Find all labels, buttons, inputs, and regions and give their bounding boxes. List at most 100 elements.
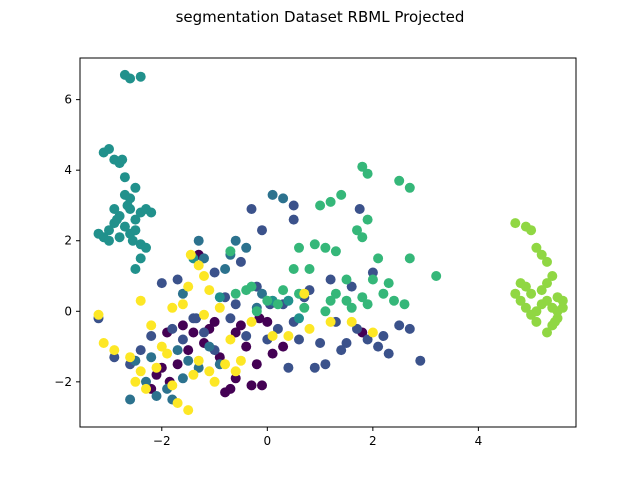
scatter-point xyxy=(156,278,167,289)
scatter-point xyxy=(251,359,262,370)
scatter-point xyxy=(130,225,141,236)
y-tick-label: 2 xyxy=(64,234,72,248)
scatter-point xyxy=(246,316,257,327)
scatter-point xyxy=(389,295,399,306)
scatter-point xyxy=(177,299,188,310)
scatter-point xyxy=(367,327,378,338)
scatter-point xyxy=(404,253,415,264)
scatter-point xyxy=(251,306,262,317)
scatter-point xyxy=(141,242,151,253)
scatter-point xyxy=(130,182,141,193)
scatter-point xyxy=(104,144,114,154)
scatter-point xyxy=(135,366,146,377)
scatter-point xyxy=(357,161,368,172)
scatter-point xyxy=(230,288,241,299)
y-tick-label: 6 xyxy=(64,93,72,107)
scatter-point xyxy=(362,334,373,345)
scatter-point xyxy=(288,214,299,225)
scatter-point xyxy=(191,313,202,324)
scatter-point xyxy=(230,299,241,310)
scatter-point xyxy=(156,341,167,352)
scatter-point xyxy=(225,383,236,394)
y-tick-label: 4 xyxy=(64,163,72,177)
scatter-point xyxy=(122,200,133,211)
scatter-point xyxy=(167,323,178,334)
scatter-point xyxy=(510,218,521,229)
scatter-point xyxy=(373,253,384,264)
scatter-point xyxy=(235,256,246,267)
scatter-point xyxy=(183,405,194,416)
scatter-point xyxy=(272,323,283,334)
scatter-point xyxy=(267,348,278,359)
y-tick-label: −2 xyxy=(54,375,72,389)
scatter-point xyxy=(283,331,294,341)
scatter-point xyxy=(209,267,220,278)
scatter-point xyxy=(325,316,336,327)
scatter-point xyxy=(325,196,336,207)
scatter-point xyxy=(135,295,146,306)
scatter-point xyxy=(199,253,209,264)
scatter-point xyxy=(542,256,552,267)
x-tick-label: 2 xyxy=(369,434,377,448)
scatter-point xyxy=(352,225,362,236)
scatter-point xyxy=(162,348,173,359)
scatter-point xyxy=(304,323,315,334)
scatter-point xyxy=(262,295,273,306)
scatter-point xyxy=(526,225,537,236)
scatter-point xyxy=(172,398,183,408)
scatter-point xyxy=(373,341,384,352)
scatter-point xyxy=(104,225,114,236)
scatter-point xyxy=(104,235,114,246)
scatter-point xyxy=(230,327,241,338)
scatter-point xyxy=(119,172,130,183)
scatter-point xyxy=(383,348,394,359)
scatter-point xyxy=(93,228,104,239)
scatter-point xyxy=(531,316,542,327)
scatter-point xyxy=(125,394,136,405)
scatter-point xyxy=(204,285,215,296)
scatter-point xyxy=(394,320,405,331)
scatter-point xyxy=(383,278,394,289)
scatter-point xyxy=(177,373,188,384)
scatter-point xyxy=(98,338,109,348)
scatter-point xyxy=(257,225,267,236)
scatter-point xyxy=(309,239,320,250)
scatter-point xyxy=(93,309,104,320)
scatter-point xyxy=(146,331,157,341)
scatter-point xyxy=(167,302,178,313)
y-tick-label: 0 xyxy=(64,304,72,318)
scatter-point xyxy=(294,313,304,324)
scatter-point xyxy=(204,366,215,377)
scatter-point xyxy=(536,249,547,260)
scatter-point xyxy=(315,338,326,348)
scatter-point xyxy=(272,299,283,310)
scatter-point xyxy=(394,175,405,186)
scatter-point xyxy=(415,355,426,366)
scatter-point xyxy=(151,391,162,401)
scatter-point xyxy=(362,299,373,310)
scatter-point xyxy=(193,260,204,271)
scatter-point xyxy=(325,295,336,306)
scatter-point xyxy=(354,204,365,214)
scatter-point xyxy=(230,373,241,384)
scatter-point xyxy=(119,221,130,232)
scatter-point xyxy=(357,292,368,303)
scatter-point xyxy=(336,189,347,200)
chart-title: segmentation Dataset RBML Projected xyxy=(176,8,465,26)
scatter-point xyxy=(230,366,241,377)
scatter-point xyxy=(241,242,252,253)
scatter-point xyxy=(167,380,178,391)
scatter-point xyxy=(151,369,162,380)
scatter-point xyxy=(193,362,204,373)
scatter-point xyxy=(330,246,341,257)
scatter-point xyxy=(172,274,183,285)
scatter-point xyxy=(362,168,373,179)
scatter-point xyxy=(146,352,157,363)
scatter-point xyxy=(199,309,209,320)
scatter-point xyxy=(177,288,188,299)
scatter-point xyxy=(109,204,120,214)
scatter-point xyxy=(362,214,373,225)
scatter-point xyxy=(549,316,560,327)
scatter-point xyxy=(378,288,389,299)
